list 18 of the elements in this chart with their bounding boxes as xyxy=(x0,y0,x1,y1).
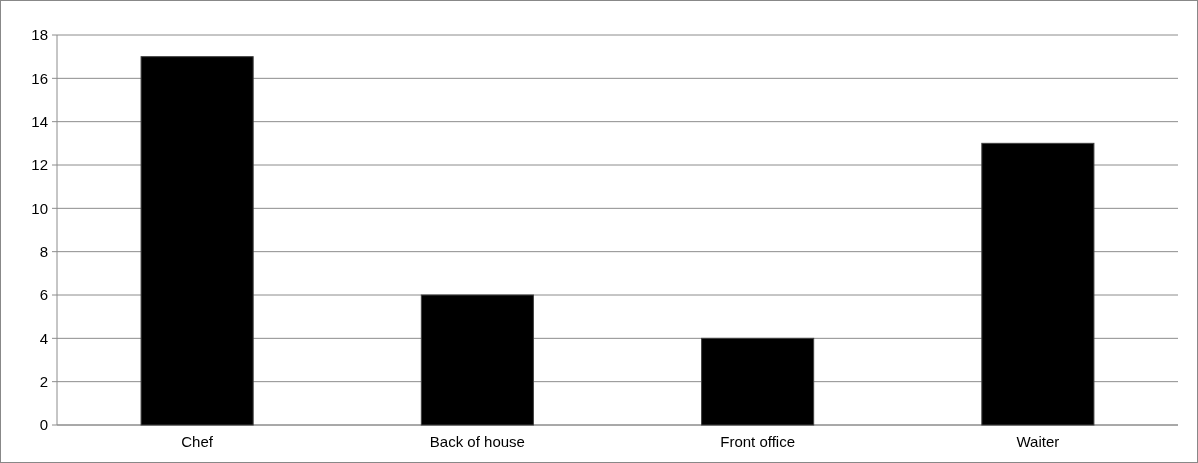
y-tick-label: 2 xyxy=(39,372,48,390)
y-tick-label: 0 xyxy=(39,416,48,434)
bar xyxy=(420,294,534,426)
bar xyxy=(981,142,1095,426)
y-tick-label: 14 xyxy=(31,112,48,130)
y-tick-label: 10 xyxy=(31,199,48,217)
bar xyxy=(701,337,815,426)
y-tick-label: 18 xyxy=(31,26,48,44)
x-tick-label: Back of house xyxy=(429,433,525,450)
x-tick-label: Chef xyxy=(181,433,214,450)
y-tick-label: 4 xyxy=(39,329,48,347)
y-tick-label: 12 xyxy=(31,156,48,174)
y-tick-label: 6 xyxy=(39,286,48,304)
y-tick-label: 16 xyxy=(31,69,48,87)
bar xyxy=(140,56,254,426)
x-tick-label: Front office xyxy=(720,433,796,450)
y-tick-label: 8 xyxy=(39,242,48,260)
x-tick-label: Waiter xyxy=(1016,433,1060,450)
